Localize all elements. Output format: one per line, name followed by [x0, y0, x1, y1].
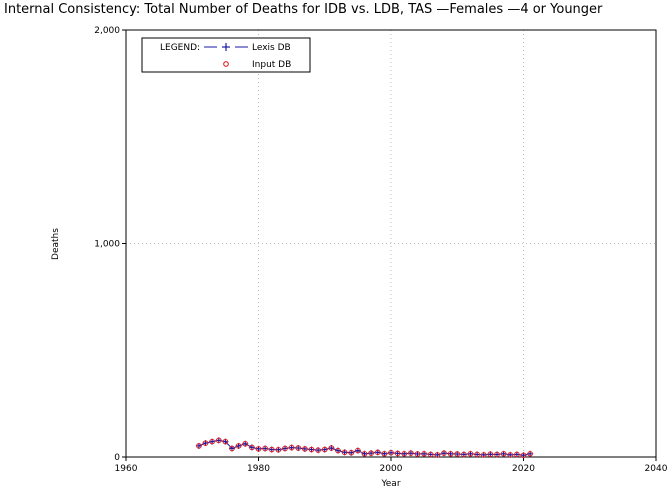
legend-plus-icon — [222, 43, 230, 51]
input-db-point — [487, 451, 494, 458]
input-db-point — [335, 447, 341, 454]
x-tick-label: 1960 — [115, 464, 138, 474]
input-db-point — [461, 451, 467, 458]
x-axis: 1960 1980 2000 2020 2040 — [115, 457, 668, 474]
input-db-point — [308, 446, 315, 453]
input-db-point — [209, 438, 215, 445]
input-db-point — [196, 443, 202, 449]
input-db-point — [249, 444, 255, 451]
x-tick-label: 2000 — [380, 464, 403, 474]
chart-title: Internal Consistency: Total Number of De… — [4, 2, 603, 17]
input-db-point — [262, 445, 268, 452]
input-db-point — [215, 437, 222, 444]
input-db-point — [202, 440, 209, 446]
input-db-point — [467, 450, 474, 457]
input-db-point — [527, 450, 533, 457]
input-db-point — [275, 446, 282, 453]
y-tick-label: 2,000 — [94, 26, 120, 36]
input-db-point — [388, 449, 394, 456]
input-db-point — [229, 445, 235, 452]
input-db-point — [408, 450, 414, 456]
input-db-point — [520, 452, 527, 459]
input-db-point — [341, 449, 348, 456]
input-db-point — [421, 450, 427, 457]
input-db-point — [348, 449, 355, 456]
input-db-point — [268, 446, 275, 453]
data-marks — [195, 437, 534, 459]
legend: LEGEND: Lexis DB Input DB — [141, 37, 311, 73]
input-db-point — [414, 451, 421, 457]
legend-circle-icon — [223, 61, 229, 67]
x-axis-label: Year — [380, 479, 400, 488]
input-db-point — [235, 443, 242, 449]
input-db-point — [447, 450, 454, 457]
input-db-point — [480, 452, 487, 458]
x-tick-label: 2020 — [512, 464, 535, 474]
input-db-point — [434, 452, 441, 458]
y-tick-label: 1,000 — [94, 240, 120, 250]
input-db-point — [427, 451, 434, 458]
input-db-point — [494, 451, 500, 458]
gridlines — [126, 30, 656, 457]
legend-entry-lexis-db: Lexis DB — [252, 43, 291, 53]
x-tick-label: 1980 — [247, 464, 270, 474]
input-db-point — [222, 438, 229, 445]
input-db-point — [441, 450, 447, 456]
input-db-point — [500, 450, 507, 457]
legend-entry-input-db: Input DB — [252, 60, 291, 70]
y-axis-label: Deaths — [51, 228, 61, 260]
input-db-point — [368, 450, 374, 456]
input-db-point — [381, 450, 388, 457]
input-db-point — [361, 450, 368, 457]
input-db-point — [401, 450, 408, 457]
y-axis: 0 1,000 2,000 — [94, 26, 126, 463]
input-db-point — [321, 446, 328, 453]
input-db-point — [374, 449, 381, 456]
input-db-point — [302, 446, 308, 452]
input-db-point — [507, 452, 514, 458]
input-db-point — [242, 440, 249, 447]
input-db-point — [295, 445, 302, 451]
input-db-point — [454, 451, 461, 457]
y-tick-label: 0 — [114, 453, 120, 463]
input-db-point — [255, 446, 262, 452]
legend-title: LEGEND: — [160, 43, 200, 53]
x-tick-label: 2040 — [645, 464, 668, 474]
input-db-point — [474, 451, 480, 458]
input-db-point — [315, 447, 321, 453]
input-db-point — [282, 445, 288, 452]
input-db-point — [355, 447, 361, 454]
input-db-point — [394, 450, 401, 457]
input-db-point — [288, 444, 295, 451]
input-db-point — [514, 451, 520, 458]
input-db-point — [328, 445, 335, 451]
